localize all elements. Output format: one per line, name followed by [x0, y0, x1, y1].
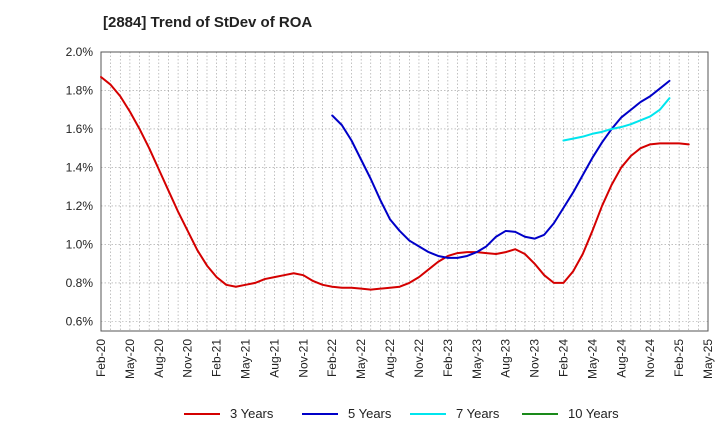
legend-swatch	[302, 413, 338, 415]
x-tick-labels: Feb-20 May-20 Aug-20 Nov-20 Feb-21 May-21 Aug-…	[94, 339, 715, 379]
legend-label: 10 Years	[568, 406, 619, 421]
grid-lines	[100, 51, 709, 331]
legend-label: 7 Years	[456, 406, 500, 421]
y-tick-label: 0.8%	[66, 276, 94, 290]
x-tick-label: May-25	[701, 339, 715, 379]
y-tick-label: 2.0%	[66, 45, 94, 59]
x-tick-label: Aug-22	[383, 339, 397, 378]
y-tick-label: 1.6%	[66, 122, 94, 136]
x-tick-label: Feb-20	[94, 339, 108, 377]
x-tick-label: Nov-22	[412, 339, 426, 378]
y-tick-label: 1.8%	[66, 83, 94, 97]
x-tick-label: Nov-24	[643, 339, 657, 378]
legend-label: 3 Years	[230, 406, 274, 421]
legend-swatch	[184, 413, 220, 415]
x-tick-label: May-21	[239, 339, 253, 379]
legend-swatch	[410, 413, 446, 415]
x-tick-label: May-20	[123, 339, 137, 379]
x-tick-label: Nov-20	[181, 339, 195, 378]
x-tick-label: Feb-25	[672, 339, 686, 377]
series-line-3-years	[100, 76, 690, 291]
axes	[100, 51, 709, 332]
y-tick-labels: 0.6% 0.8% 1.0% 1.2% 1.4% 1.6% 1.8% 2.0%	[66, 45, 94, 328]
x-tick-label: Feb-22	[325, 339, 339, 377]
series-line-7-years	[562, 97, 671, 142]
series-line-5-years	[331, 79, 671, 259]
x-tick-label: May-22	[354, 339, 368, 379]
x-tick-label: Feb-24	[556, 339, 570, 377]
y-tick-label: 1.0%	[66, 237, 94, 251]
x-tick-label: May-23	[470, 339, 484, 379]
x-tick-label: Nov-21	[296, 339, 310, 378]
x-tick-label: Feb-21	[210, 339, 224, 377]
x-tick-label: May-24	[585, 339, 599, 379]
plot-frame	[100, 51, 709, 332]
legend-label: 5 Years	[348, 406, 392, 421]
x-tick-label: Aug-21	[267, 339, 281, 378]
legend-swatch	[522, 413, 558, 415]
x-tick-label: Nov-23	[528, 339, 542, 378]
series-lines	[100, 76, 690, 291]
y-tick-label: 0.6%	[66, 314, 94, 328]
chart-title: [2884] Trend of StDev of ROA	[103, 14, 313, 31]
y-tick-label: 1.4%	[66, 160, 94, 174]
x-tick-label: Aug-20	[152, 339, 166, 378]
legend: 3 Years 5 Years 7 Years 10 Years	[0, 404, 720, 424]
y-tick-label: 1.2%	[66, 199, 94, 213]
x-tick-label: Aug-23	[499, 339, 513, 378]
x-tick-label: Feb-23	[441, 339, 455, 377]
x-tick-label: Aug-24	[614, 339, 628, 378]
